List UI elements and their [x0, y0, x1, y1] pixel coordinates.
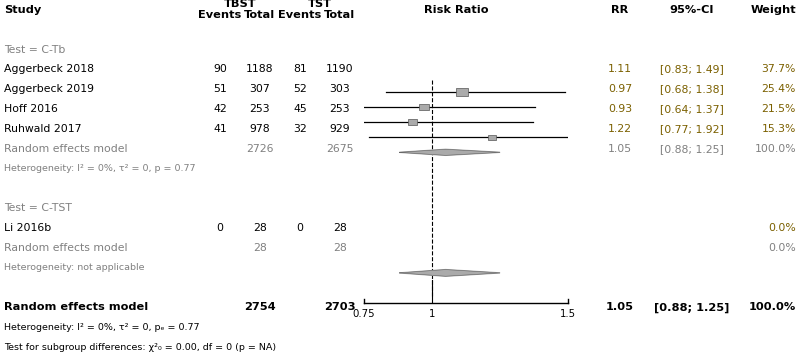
Text: 929: 929 — [330, 124, 350, 134]
Text: [0.77; 1.92]: [0.77; 1.92] — [660, 124, 724, 134]
Text: 45: 45 — [293, 104, 307, 114]
Text: 100.0%: 100.0% — [754, 144, 796, 154]
Text: 0: 0 — [297, 223, 303, 233]
Text: Heterogeneity: I² = 0%, τ² = 0, p = 0.77: Heterogeneity: I² = 0%, τ² = 0, p = 0.77 — [4, 164, 195, 173]
Text: 28: 28 — [333, 243, 347, 253]
Text: 303: 303 — [330, 84, 350, 94]
Text: 90: 90 — [213, 64, 227, 74]
Text: 0.93: 0.93 — [608, 104, 632, 114]
Text: Aggerbeck 2019: Aggerbeck 2019 — [4, 84, 94, 94]
Text: 1188: 1188 — [246, 64, 274, 74]
Text: 37.7%: 37.7% — [762, 64, 796, 74]
Text: [0.68; 1.38]: [0.68; 1.38] — [660, 84, 724, 94]
Text: 51: 51 — [213, 84, 227, 94]
Text: 0: 0 — [217, 223, 223, 233]
Text: Events: Events — [278, 10, 322, 20]
Text: RR: RR — [611, 5, 629, 15]
Text: 2726: 2726 — [246, 144, 274, 154]
Text: Total: Total — [324, 10, 356, 20]
Text: Weight: Weight — [750, 5, 796, 15]
Text: Test for subgroup differences: χ²₀ = 0.00, df = 0 (p = NA): Test for subgroup differences: χ²₀ = 0.0… — [4, 343, 276, 352]
Text: 28: 28 — [333, 223, 347, 233]
Text: Random effects model: Random effects model — [4, 144, 127, 154]
Text: [0.83; 1.49]: [0.83; 1.49] — [660, 64, 724, 74]
Text: 41: 41 — [213, 124, 227, 134]
Text: TBST: TBST — [224, 0, 256, 9]
Text: 42: 42 — [213, 104, 227, 114]
Polygon shape — [399, 270, 500, 276]
Text: 95%-CI: 95%-CI — [670, 5, 714, 15]
Text: 21.5%: 21.5% — [762, 104, 796, 114]
Text: 253: 253 — [250, 104, 270, 114]
Text: 1.5: 1.5 — [560, 309, 576, 319]
Text: 52: 52 — [293, 84, 307, 94]
Text: 0.97: 0.97 — [608, 84, 632, 94]
Text: TST: TST — [308, 0, 332, 9]
Text: 2703: 2703 — [324, 302, 356, 312]
Text: 28: 28 — [253, 243, 267, 253]
Text: 1.05: 1.05 — [606, 302, 634, 312]
Text: 1.11: 1.11 — [608, 64, 632, 74]
Text: 1190: 1190 — [326, 64, 354, 74]
Text: [0.64; 1.37]: [0.64; 1.37] — [660, 104, 724, 114]
Text: Study: Study — [4, 5, 42, 15]
Text: Risk Ratio: Risk Ratio — [424, 5, 488, 15]
Text: 81: 81 — [293, 64, 307, 74]
Text: 1.05: 1.05 — [608, 144, 632, 154]
Text: Heterogeneity: I² = 0%, τ² = 0, pₑ = 0.77: Heterogeneity: I² = 0%, τ² = 0, pₑ = 0.7… — [4, 323, 199, 332]
Text: Test = C-Tb: Test = C-Tb — [4, 45, 66, 55]
Text: 32: 32 — [293, 124, 307, 134]
Text: Total: Total — [244, 10, 276, 20]
Text: [0.88; 1.25]: [0.88; 1.25] — [654, 302, 730, 312]
Text: 2754: 2754 — [244, 302, 276, 312]
Text: 978: 978 — [250, 124, 270, 134]
Text: Hoff 2016: Hoff 2016 — [4, 104, 58, 114]
Bar — [456, 88, 468, 96]
Text: Li 2016b: Li 2016b — [4, 223, 51, 233]
Text: 307: 307 — [250, 84, 270, 94]
Bar — [419, 104, 429, 110]
Text: Random effects model: Random effects model — [4, 302, 148, 312]
Text: [0.88; 1.25]: [0.88; 1.25] — [660, 144, 724, 154]
Text: 0.75: 0.75 — [353, 309, 375, 319]
Text: 1.22: 1.22 — [608, 124, 632, 134]
Text: Ruhwald 2017: Ruhwald 2017 — [4, 124, 82, 134]
Text: Events: Events — [198, 10, 242, 20]
Bar — [488, 135, 496, 140]
Text: 15.3%: 15.3% — [762, 124, 796, 134]
Text: 28: 28 — [253, 223, 267, 233]
Text: 253: 253 — [330, 104, 350, 114]
Text: 2675: 2675 — [326, 144, 354, 154]
Text: 100.0%: 100.0% — [749, 302, 796, 312]
Text: Random effects model: Random effects model — [4, 243, 127, 253]
Text: Heterogeneity: not applicable: Heterogeneity: not applicable — [4, 263, 145, 272]
Text: Test = C-TST: Test = C-TST — [4, 203, 72, 213]
Text: 1: 1 — [429, 309, 435, 319]
Polygon shape — [399, 149, 500, 155]
Text: 25.4%: 25.4% — [762, 84, 796, 94]
Bar — [409, 119, 418, 125]
Text: 0.0%: 0.0% — [768, 223, 796, 233]
Text: Aggerbeck 2018: Aggerbeck 2018 — [4, 64, 94, 74]
Text: 0.0%: 0.0% — [768, 243, 796, 253]
